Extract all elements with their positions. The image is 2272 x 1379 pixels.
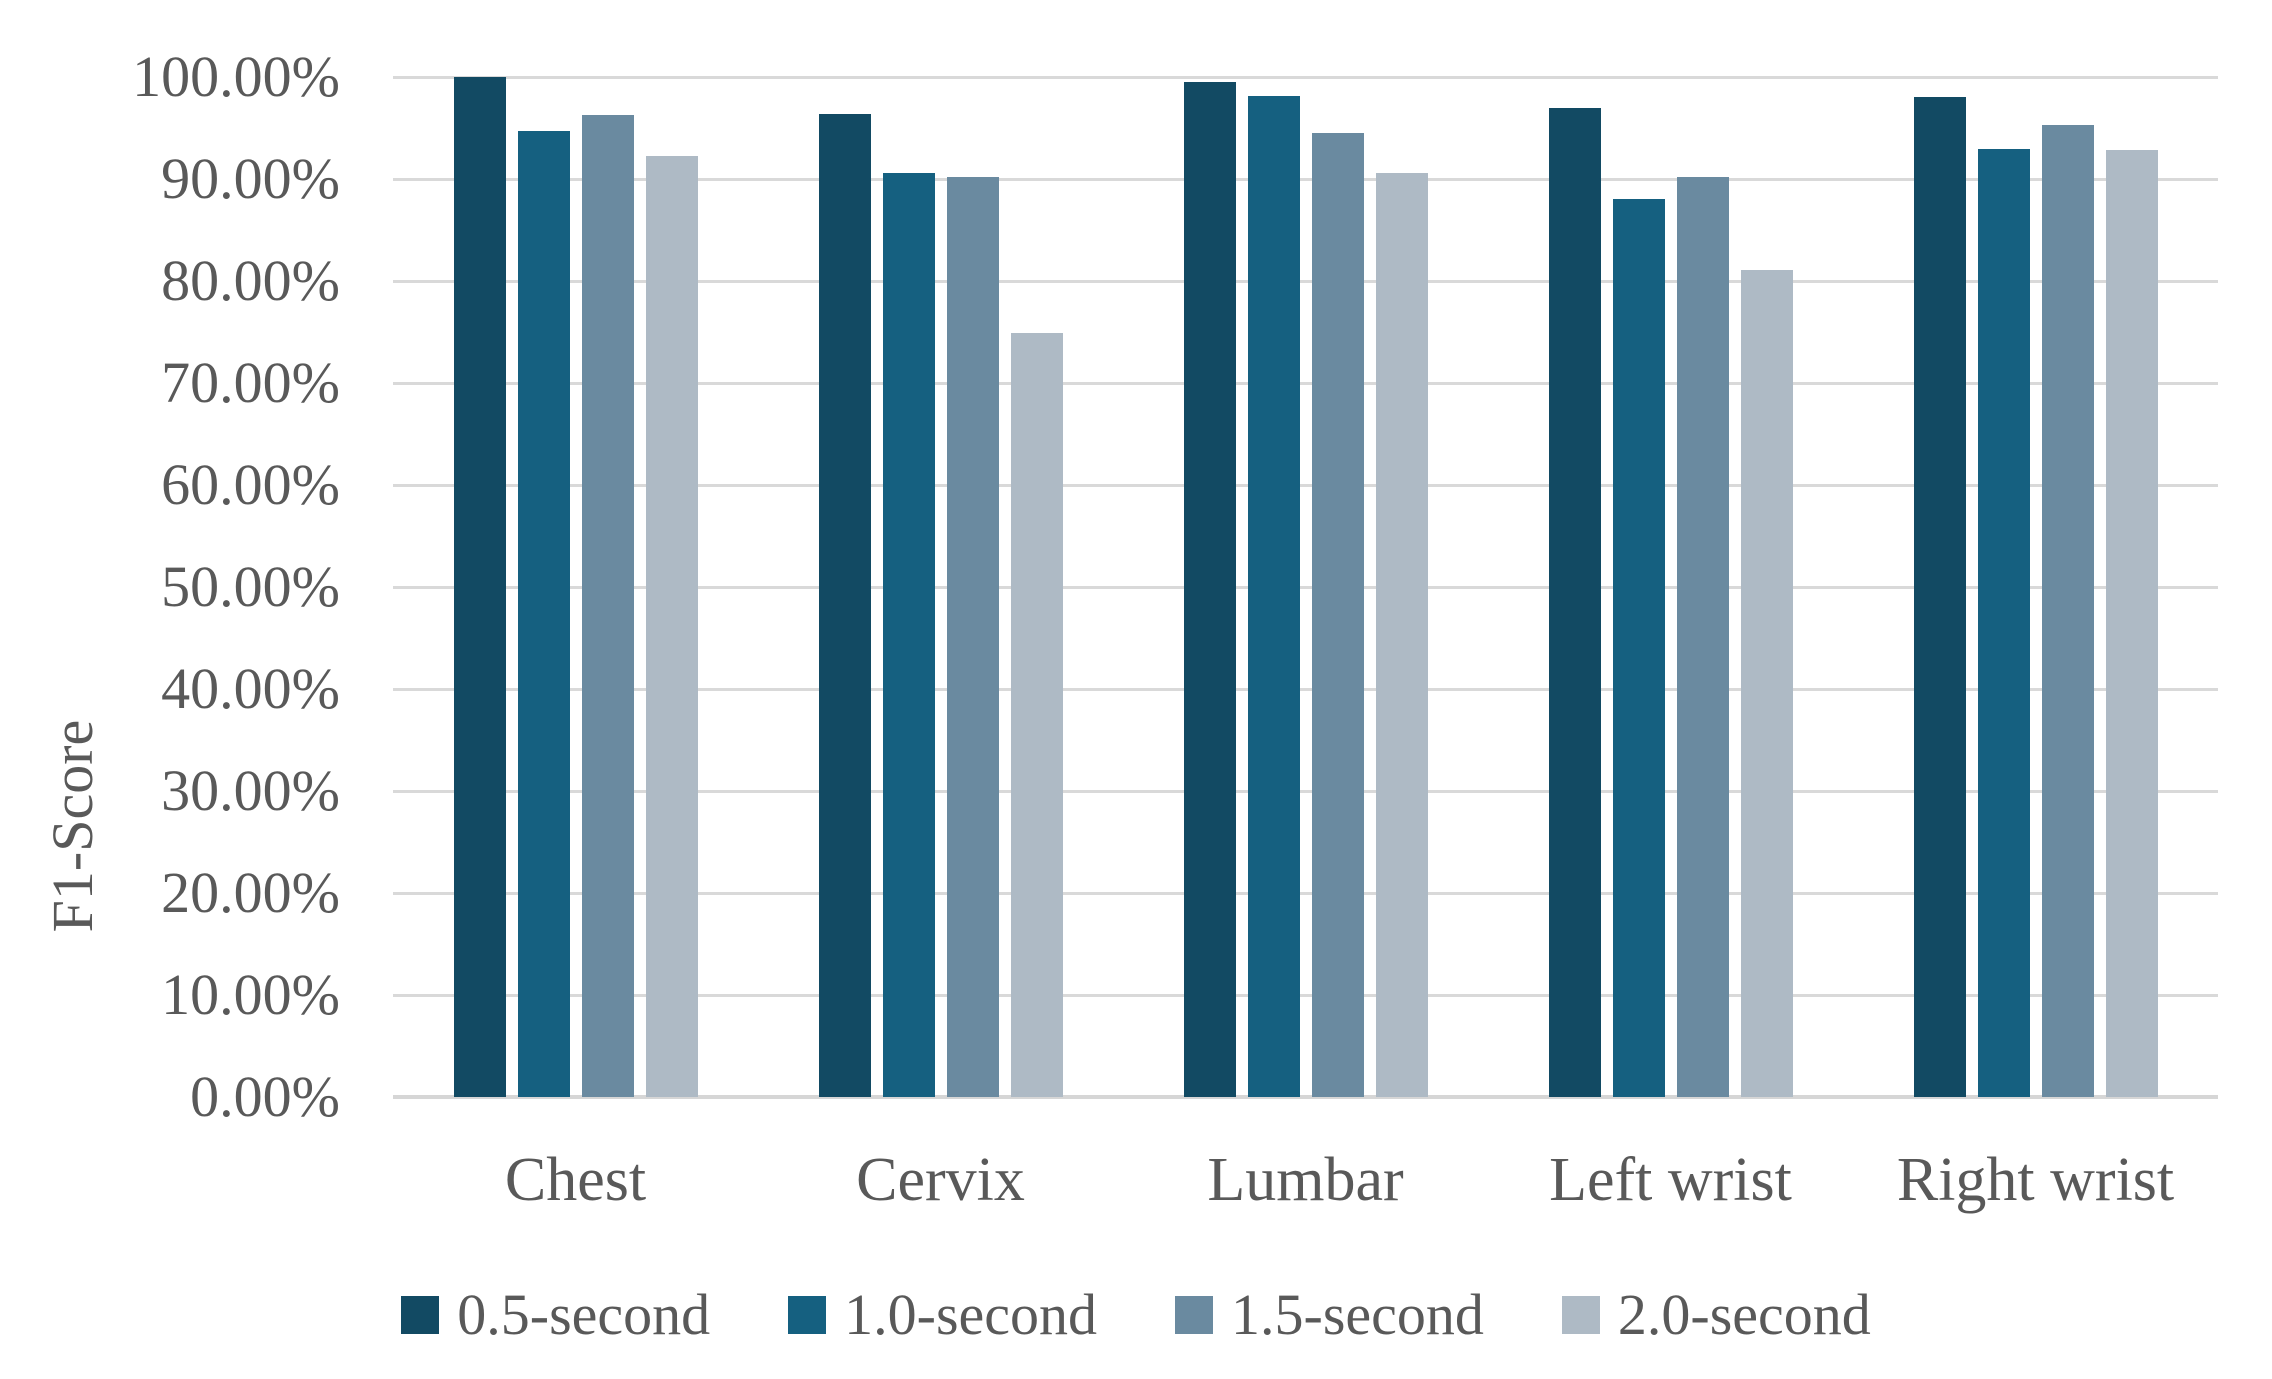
bar-2.0-second-right-wrist <box>2105 150 2158 1097</box>
legend-item-1.0-second: 1.0-second <box>788 1283 1097 1347</box>
bar-2.0-second-cervix <box>1010 333 1063 1097</box>
bar-1.5-second-right-wrist <box>2041 124 2094 1097</box>
bar-1.5-second-chest <box>581 114 634 1097</box>
x-category-label-right-wrist: Right wrist <box>1896 1146 2175 1214</box>
legend-label: 2.0-second <box>1617 1282 1871 1347</box>
bar-1.5-second-lumbar <box>1311 133 1364 1097</box>
bar-1.5-second-left-wrist <box>1676 176 1729 1097</box>
legend-item-0.5-second: 0.5-second <box>401 1283 710 1347</box>
bar-1.0-second-lumbar <box>1247 96 1300 1097</box>
gridline <box>393 483 2218 487</box>
y-tick-label: 90.00% <box>161 146 340 211</box>
bar-1.0-second-cervix <box>882 172 935 1097</box>
plot-area <box>393 75 2218 1099</box>
bar-0.5-second-lumbar <box>1183 82 1236 1097</box>
gridline <box>393 993 2218 997</box>
y-tick-label: 40.00% <box>161 656 340 721</box>
legend-item-2.0-second: 2.0-second <box>1561 1282 1871 1347</box>
gridline <box>393 75 2218 79</box>
y-tick-label: 100.00% <box>132 44 340 109</box>
legend-swatch-icon <box>1561 1296 1600 1334</box>
gridline <box>393 279 2218 283</box>
bar-2.0-second-left-wrist <box>1740 269 1793 1097</box>
x-axis-line <box>393 1095 2218 1099</box>
bar-0.5-second-cervix <box>818 113 871 1097</box>
x-category-label-lumbar: Lumbar <box>1207 1146 1404 1214</box>
x-category-label-cervix: Cervix <box>856 1146 1025 1214</box>
gridline <box>393 177 2218 181</box>
legend-label: 1.5-second <box>1231 1282 1484 1347</box>
bar-0.5-second-right-wrist <box>1913 97 1966 1097</box>
bar-1.0-second-left-wrist <box>1612 199 1665 1097</box>
legend: 0.5-second 1.0-second 1.5-second 2.0-second <box>0 1283 2272 1347</box>
legend-label: 1.0-second <box>844 1282 1097 1347</box>
y-tick-label: 80.00% <box>161 248 340 313</box>
gridline <box>393 381 2218 385</box>
y-tick-label: 70.00% <box>161 350 340 415</box>
bar-2.0-second-lumbar <box>1375 172 1428 1097</box>
y-tick-label: 20.00% <box>161 860 340 925</box>
gridline <box>393 687 2218 691</box>
gridline <box>393 891 2218 895</box>
x-category-label-left-wrist: Left wrist <box>1549 1146 1792 1214</box>
bar-1.0-second-chest <box>517 131 570 1097</box>
bar-1.5-second-cervix <box>946 176 999 1097</box>
legend-label: 0.5-second <box>457 1282 711 1347</box>
legend-swatch-icon <box>1175 1296 1213 1334</box>
y-tick-label: 50.00% <box>161 554 340 619</box>
legend-swatch-icon <box>401 1296 440 1334</box>
legend-swatch-icon <box>788 1296 827 1334</box>
bar-0.5-second-left-wrist <box>1548 107 1601 1097</box>
y-tick-label: 10.00% <box>161 962 340 1027</box>
legend-item-1.5-second: 1.5-second <box>1175 1283 1484 1347</box>
gridline <box>393 585 2218 589</box>
bar-2.0-second-chest <box>645 155 698 1097</box>
bar-0.5-second-chest <box>453 77 506 1097</box>
bar-1.0-second-right-wrist <box>1977 149 2030 1097</box>
x-category-label-chest: Chest <box>504 1146 647 1214</box>
y-tick-label: 0.00% <box>190 1064 340 1129</box>
y-tick-label: 60.00% <box>161 452 340 517</box>
gridline <box>393 789 2218 793</box>
y-tick-label: 30.00% <box>161 758 340 823</box>
